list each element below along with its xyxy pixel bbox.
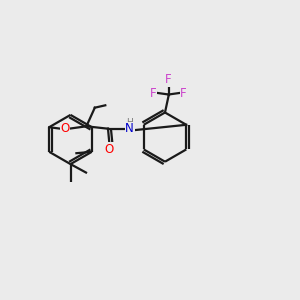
Text: F: F (165, 73, 172, 86)
Text: N: N (125, 122, 134, 135)
Text: F: F (180, 86, 187, 100)
Text: F: F (150, 86, 157, 100)
Text: O: O (60, 122, 69, 135)
Text: H: H (126, 118, 133, 127)
Text: O: O (105, 142, 114, 156)
